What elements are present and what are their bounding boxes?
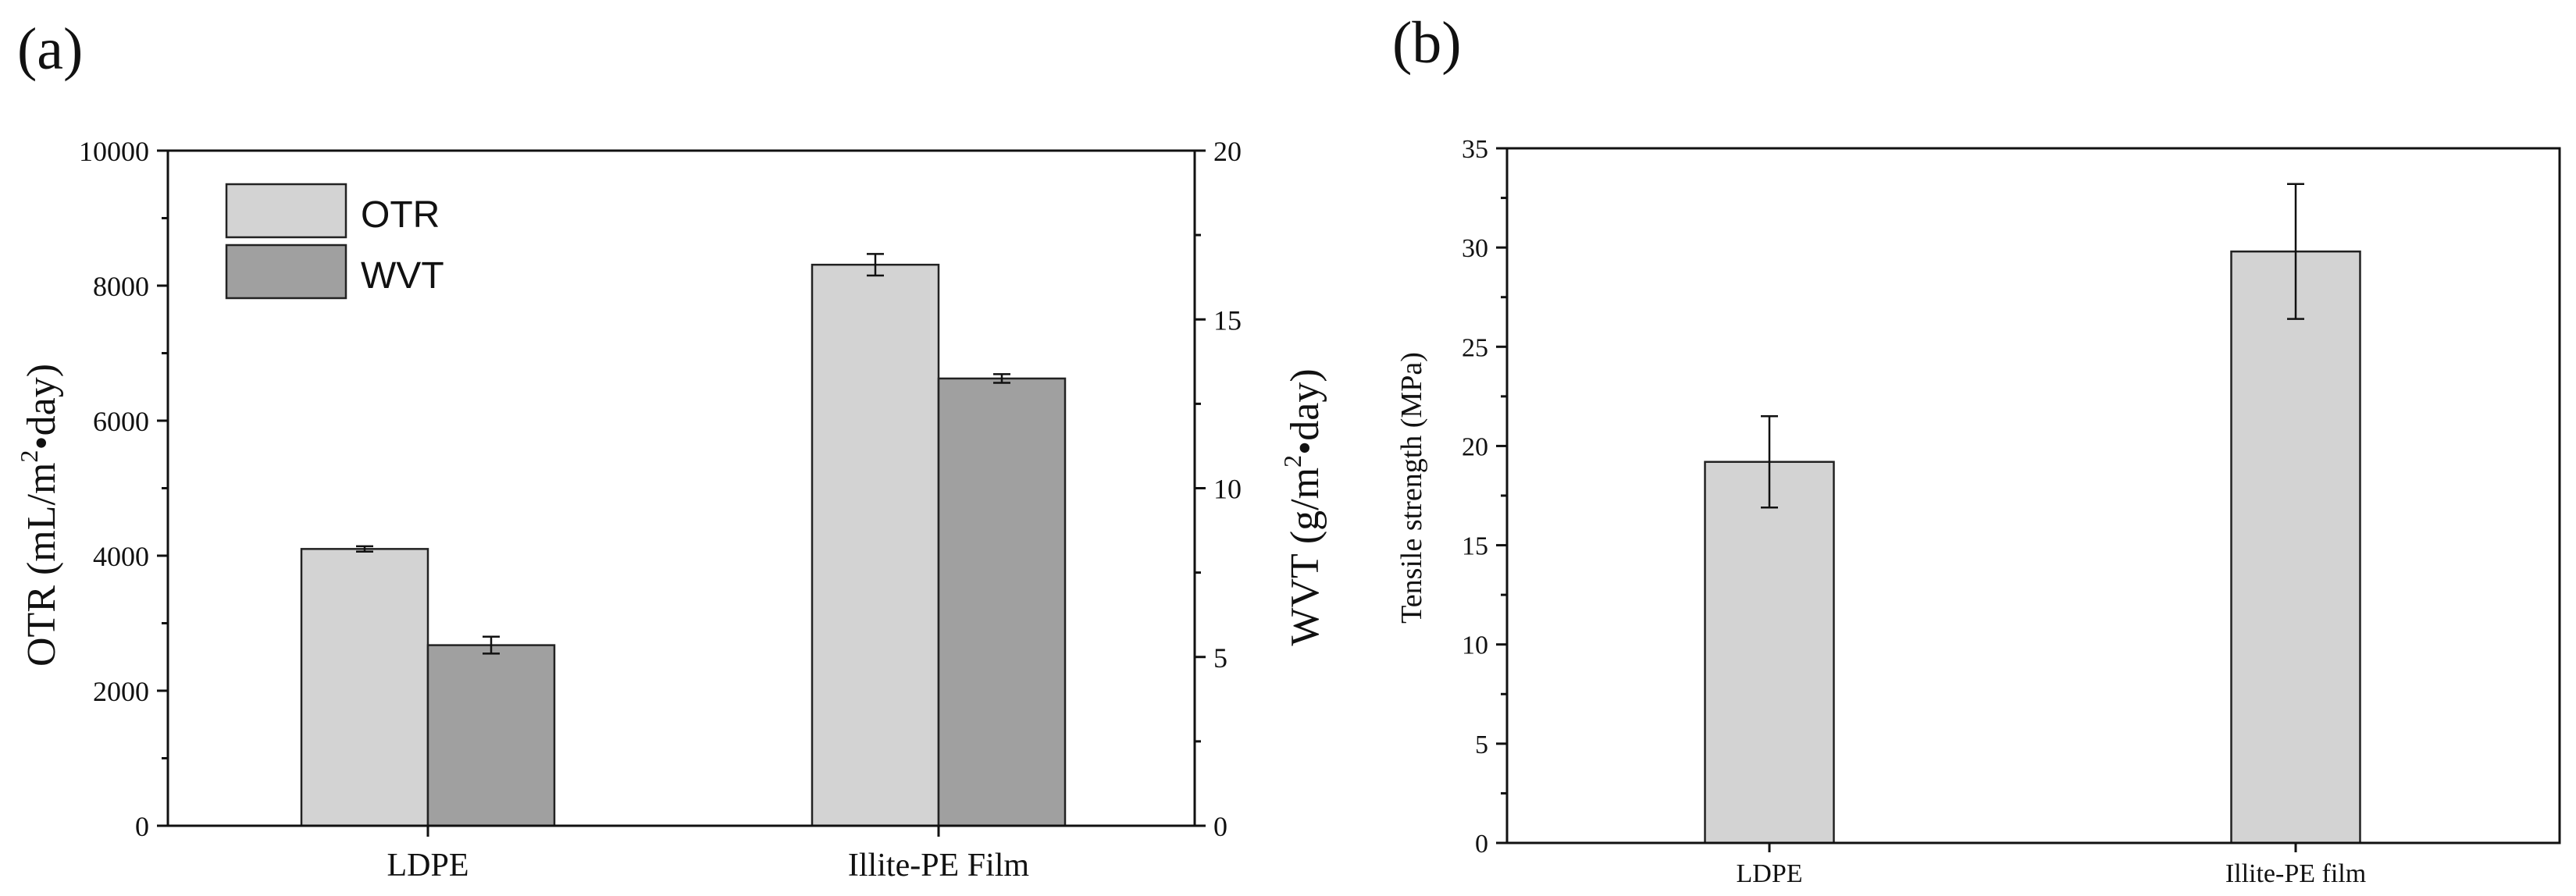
y-tick-label: 15 [1462, 532, 1488, 561]
right-tick-label: 0 [1213, 811, 1227, 842]
bar-wvt-0 [426, 644, 556, 827]
panel-b-tensile-chart: (b) 0 5 10 15 20 25 30 35 LDPE Illite-PE film T… [1392, 10, 2561, 888]
panel-a-legend: OTR WVT [225, 183, 444, 300]
y-tick-label: 20 [1462, 432, 1488, 461]
panel-a-category-label: LDPE [387, 848, 469, 884]
right-tick-label: 10 [1213, 474, 1242, 505]
panel-b-y-axis-ticks: 0 5 10 15 20 25 30 35 [1462, 135, 1507, 859]
y-tick-label: 25 [1462, 333, 1488, 362]
left-tick-label: 8000 [93, 271, 149, 302]
right-tick-label: 15 [1213, 304, 1242, 336]
panel-b-bars [1704, 250, 2361, 852]
right-tick-label: 20 [1213, 136, 1242, 167]
legend-swatch-wvt [225, 244, 347, 300]
panel-a-left-axis-title: OTR (mL/m2•day) [15, 364, 64, 667]
legend-label-otr: OTR [361, 194, 440, 236]
y-tick-label: 0 [1475, 830, 1488, 859]
panel-a-plot-frame [166, 149, 1196, 827]
y-tick-label: 10 [1462, 631, 1488, 660]
bar-otr-1 [811, 263, 940, 827]
panel-b-y-axis-title: Tensile strength (MPa) [1395, 352, 1428, 624]
left-tick-label: 10000 [79, 136, 149, 167]
panel-a-right-axis-ticks: 0 5 10 15 20 [1195, 136, 1242, 842]
panel-a-otr-wvt-chart: (a) 0 2000 4000 6000 8000 10000 0 5 10 15 20 LDPE… [15, 16, 1327, 884]
right-axis-title-part: •day) [1283, 368, 1327, 455]
panel-b-plot-frame [1505, 147, 2561, 844]
left-tick-label: 4000 [93, 541, 149, 572]
right-tick-label: 5 [1213, 642, 1227, 674]
y-tick-label: 35 [1462, 135, 1488, 164]
panel-b-label: (b) [1392, 10, 1462, 76]
panel-a-right-axis-title: WVT (g/m2•day) [1278, 368, 1327, 645]
bar-tensile-1 [2230, 250, 2361, 844]
y-tick-label: 5 [1475, 731, 1488, 759]
left-tick-label: 6000 [93, 406, 149, 437]
bar-wvt-1 [937, 377, 1067, 827]
panel-b-error-bars [1761, 183, 2304, 509]
panel-b-category-label: LDPE [1737, 859, 1803, 888]
left-axis-title-part: OTR (mL/m [20, 463, 64, 667]
left-tick-label: 0 [135, 811, 149, 842]
left-axis-title-superscript: 2 [15, 450, 43, 463]
bar-otr-0 [300, 548, 429, 827]
panel-a-label: (a) [17, 16, 83, 82]
legend-swatch-otr [225, 183, 347, 239]
bar-tensile-0 [1704, 460, 1835, 844]
left-axis-title-part: •day) [20, 364, 64, 450]
legend-label-wvt: WVT [361, 255, 444, 297]
right-axis-title-superscript: 2 [1278, 455, 1306, 468]
panel-b-category-labels: LDPE Illite-PE film [1737, 859, 2367, 888]
panel-a-category-label: Illite-PE Film [848, 848, 1030, 884]
panel-a-left-axis-ticks: 0 2000 4000 6000 8000 10000 [79, 136, 168, 842]
right-axis-title-part: WVT (g/m [1283, 468, 1327, 646]
panel-b-category-label: Illite-PE film [2225, 859, 2366, 888]
left-tick-label: 2000 [93, 676, 149, 707]
panel-a-bars [300, 263, 1067, 837]
y-tick-label: 30 [1462, 234, 1488, 263]
panel-a-error-bars [356, 253, 1010, 655]
panel-a-category-labels: LDPE Illite-PE Film [387, 848, 1030, 884]
